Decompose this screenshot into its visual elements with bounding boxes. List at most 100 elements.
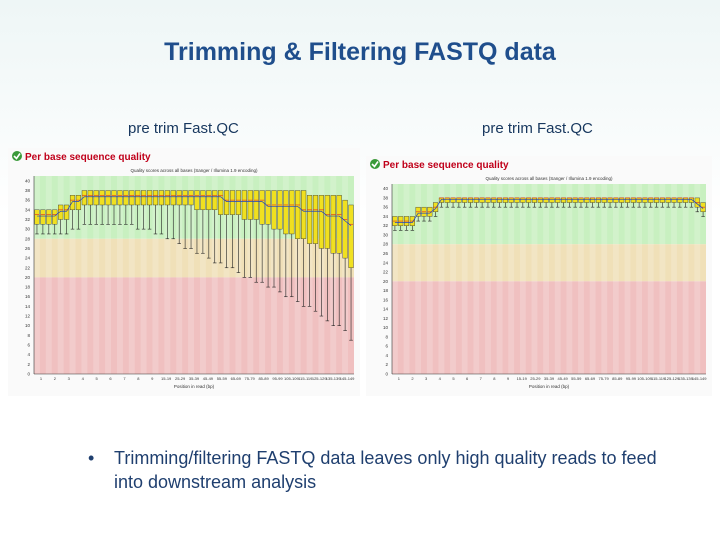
quality-box: [129, 190, 135, 206]
x-tick-label: 65-69: [585, 376, 596, 381]
band-good: [392, 184, 706, 245]
quality-box: [613, 197, 619, 203]
quality-box: [34, 209, 40, 225]
quality-box: [324, 195, 330, 249]
quality-box: [289, 190, 295, 235]
y-tick-label: 10: [383, 325, 389, 330]
column-stripe: [34, 176, 40, 374]
quality-box: [659, 197, 665, 203]
check-mark: [13, 153, 21, 160]
quality-box: [348, 204, 354, 268]
column-stripe: [601, 184, 608, 374]
column-stripe: [543, 184, 549, 374]
column-stripe: [508, 184, 515, 374]
y-tick-label: 24: [25, 256, 31, 261]
quality-box: [654, 197, 660, 203]
quality-box: [52, 209, 58, 225]
quality-box: [479, 197, 485, 203]
x-tick-label: 8: [137, 376, 140, 381]
column-stripe: [485, 184, 491, 374]
column-stripe: [176, 176, 183, 374]
column-stripe: [554, 184, 561, 374]
x-tick-label: 145-149: [692, 376, 707, 381]
x-tick-label: 95-99: [626, 376, 637, 381]
column-stripe: [128, 176, 135, 374]
y-tick-label: 20: [383, 279, 389, 284]
quality-box: [265, 190, 271, 225]
quality-box: [146, 190, 153, 206]
quality-box: [224, 190, 230, 215]
column-stripe: [461, 184, 468, 374]
quality-box: [450, 197, 456, 203]
quality-box: [241, 190, 247, 220]
column-stripe: [612, 184, 619, 374]
quality-box: [312, 195, 319, 244]
quality-box: [462, 197, 468, 203]
quality-box: [456, 197, 462, 203]
quality-box: [526, 197, 532, 203]
x-tick-label: 75-79: [245, 376, 256, 381]
y-tick-label: 38: [25, 188, 31, 193]
quality-box: [607, 197, 613, 203]
quality-box: [253, 190, 259, 220]
x-tick-label: 25-29: [530, 376, 541, 381]
band-ok: [34, 238, 354, 278]
column-stripe: [93, 176, 100, 374]
y-tick-label: 24: [383, 260, 389, 265]
quality-box: [111, 190, 117, 206]
quality-box: [683, 197, 689, 203]
y-tick-label: 28: [25, 236, 31, 241]
quality-box: [306, 195, 313, 244]
quality-box: [99, 190, 105, 206]
quality-box: [188, 190, 194, 206]
column-stripe: [694, 184, 701, 374]
x-tick-label: 15-19: [517, 376, 528, 381]
column-stripe: [57, 176, 64, 374]
quality-box: [259, 190, 265, 225]
x-tick-label: 25-29: [175, 376, 186, 381]
quality-box: [141, 190, 147, 206]
x-tick-label: 55-59: [217, 376, 228, 381]
column-stripe: [682, 184, 689, 374]
y-tick-label: 36: [25, 198, 31, 203]
x-tick-label: 15-19: [161, 376, 172, 381]
quality-box: [619, 197, 625, 203]
quality-box: [630, 197, 636, 203]
x-tick-label: 1: [398, 376, 401, 381]
x-tick-label: 125-129: [312, 376, 327, 381]
x-tick-label: 7: [123, 376, 126, 381]
quality-box: [295, 190, 301, 239]
quality-box: [229, 190, 236, 215]
x-tick-label: 35-39: [544, 376, 555, 381]
quality-box: [170, 190, 176, 206]
y-tick-label: 32: [383, 223, 389, 228]
y-tick-label: 8: [385, 334, 388, 339]
x-tick-label: 5: [452, 376, 455, 381]
quality-box: [277, 190, 283, 230]
mean-line: [394, 198, 704, 223]
quality-box: [212, 190, 218, 211]
y-tick-label: 30: [383, 232, 389, 237]
quality-box: [158, 190, 164, 206]
quality-box: [194, 190, 200, 211]
quality-box: [624, 197, 631, 203]
check-circle-icon: [12, 151, 22, 161]
x-tick-label: 45-49: [203, 376, 214, 381]
check-circle-icon: [370, 159, 380, 169]
quality-box: [467, 197, 474, 203]
y-tick-label: 32: [25, 217, 31, 222]
column-stripe: [81, 176, 88, 374]
quality-box: [601, 197, 607, 203]
y-tick-label: 18: [383, 288, 389, 293]
quality-box: [64, 204, 70, 220]
quality-box: [572, 197, 578, 203]
x-tick-label: 5: [95, 376, 98, 381]
x-tick-label: 75-79: [598, 376, 609, 381]
y-tick-label: 34: [25, 207, 31, 212]
quality-box: [164, 190, 170, 206]
band-good: [34, 176, 354, 239]
y-tick-label: 4: [27, 352, 30, 357]
quality-box: [117, 190, 123, 206]
column-stripe: [578, 184, 584, 374]
quality-box: [336, 195, 342, 254]
